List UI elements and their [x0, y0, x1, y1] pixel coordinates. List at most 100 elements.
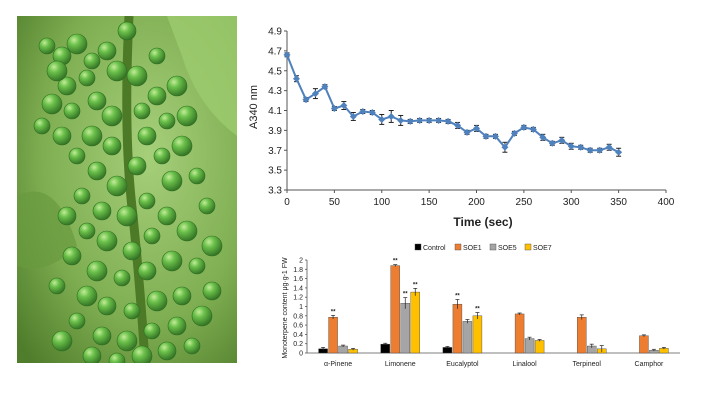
berry — [92, 326, 112, 346]
x-tick-label: 50 — [329, 197, 341, 208]
y-tick-label: 3.5 — [268, 166, 282, 177]
berry — [68, 147, 86, 165]
significance-mark: ** — [393, 259, 398, 265]
berry — [52, 126, 72, 146]
bar-y-tick-label: 1 — [299, 304, 303, 311]
data-point — [586, 146, 594, 154]
significance-mark: ** — [455, 294, 460, 300]
data-point — [473, 124, 480, 132]
berry — [38, 37, 56, 55]
y-tick-label: 4.1 — [268, 106, 282, 117]
data-point — [387, 112, 395, 120]
berry — [188, 257, 206, 275]
berry — [167, 316, 187, 336]
berry — [57, 76, 77, 96]
berry — [97, 41, 117, 61]
x-tick-label: 100 — [373, 197, 390, 208]
berry — [76, 285, 98, 307]
berry — [116, 205, 138, 227]
bar-y-tick-label: 2 — [299, 258, 303, 265]
data-point — [558, 136, 566, 144]
bar-chart-category-labels: α-Pinene Limonene Eucalyptol Linalool Terpin… — [324, 361, 664, 368]
data-point — [349, 112, 357, 120]
data-point — [292, 75, 300, 83]
x-tick-label: 150 — [421, 197, 438, 208]
bar — [639, 335, 649, 354]
bar — [338, 345, 348, 354]
y-tick-label: 4.3 — [268, 86, 282, 97]
y-tick-label: 3.3 — [268, 186, 282, 197]
berry — [73, 187, 91, 205]
data-point — [302, 96, 310, 104]
data-point — [454, 121, 462, 129]
berry — [201, 235, 223, 257]
y-tick-label: 3.7 — [268, 146, 282, 157]
berry — [166, 75, 188, 97]
berry-group — [33, 21, 223, 363]
bar — [534, 340, 545, 354]
data-point — [596, 146, 604, 154]
data-point — [510, 129, 518, 137]
berry — [81, 125, 103, 147]
berry — [137, 126, 157, 146]
y-tick-label: 4.5 — [268, 66, 282, 77]
bar-chart-bars: ** ** ** ** ** ** — [318, 259, 669, 354]
data-point — [425, 116, 433, 124]
line-chart-points — [283, 51, 623, 156]
y-tick-label: 4.9 — [268, 27, 282, 38]
category-label: α-Pinene — [324, 361, 352, 368]
data-point — [397, 116, 405, 124]
berry — [101, 105, 123, 127]
data-point — [548, 139, 556, 147]
bar-y-tick-label: 1.8 — [293, 267, 303, 274]
berry — [78, 69, 96, 87]
y-tick-label: 4.7 — [268, 46, 282, 57]
category-label: Camphor — [635, 361, 664, 368]
leaf-shape — [167, 16, 237, 136]
berry — [108, 352, 126, 363]
data-point — [416, 116, 424, 124]
bar-y-tick-label: 1.6 — [293, 276, 303, 283]
berry — [133, 102, 151, 120]
line-chart-error-bars — [284, 52, 622, 157]
berry — [57, 206, 77, 226]
legend-swatch — [454, 243, 462, 251]
data-point — [463, 128, 471, 136]
bar-y-axis-label: Monoterpene content μg·g-1 FW — [282, 257, 289, 359]
legend-label: SOE7 — [533, 245, 552, 252]
legend-swatch — [524, 243, 532, 251]
x-tick-label: 350 — [610, 197, 627, 208]
berry — [83, 52, 101, 70]
data-point — [567, 142, 575, 150]
bar-chart-tick-labels: 0 0.2 0.4 0.6 0.8 1 1.2 1.4 1.6 1.8 2 — [293, 258, 303, 358]
data-point — [491, 132, 499, 140]
berry — [143, 227, 161, 245]
bar — [452, 303, 463, 354]
x-tick-label: 200 — [468, 197, 485, 208]
berry — [117, 21, 137, 41]
bar — [472, 315, 483, 354]
data-point — [311, 90, 319, 98]
berry — [87, 161, 107, 181]
berry — [78, 222, 96, 240]
bar-y-tick-label: 0.8 — [293, 313, 303, 320]
bar-y-tick-label: 0.6 — [293, 323, 303, 330]
data-point — [321, 83, 329, 91]
bar-y-tick-label: 1.2 — [293, 295, 303, 302]
berry — [148, 47, 166, 65]
line-chart-axes — [284, 30, 667, 193]
berry — [63, 102, 81, 120]
series-line — [286, 54, 620, 154]
berry — [48, 277, 66, 295]
berry — [183, 337, 201, 355]
berry — [161, 250, 183, 272]
line-chart-tick-labels: 3.3 3.5 3.7 3.9 4.1 4.3 4.5 4.7 4.9 0 50 100 150 200 2… — [268, 27, 675, 209]
berry — [188, 167, 206, 185]
data-point — [378, 115, 386, 123]
bar-chart-legend: Control SOE1 SOE5 SOE7 — [414, 243, 552, 252]
data-point — [359, 107, 367, 115]
bar — [524, 338, 535, 354]
berry — [157, 206, 177, 226]
x-axis-label: Time (sec) — [453, 215, 512, 229]
berry — [202, 281, 222, 301]
